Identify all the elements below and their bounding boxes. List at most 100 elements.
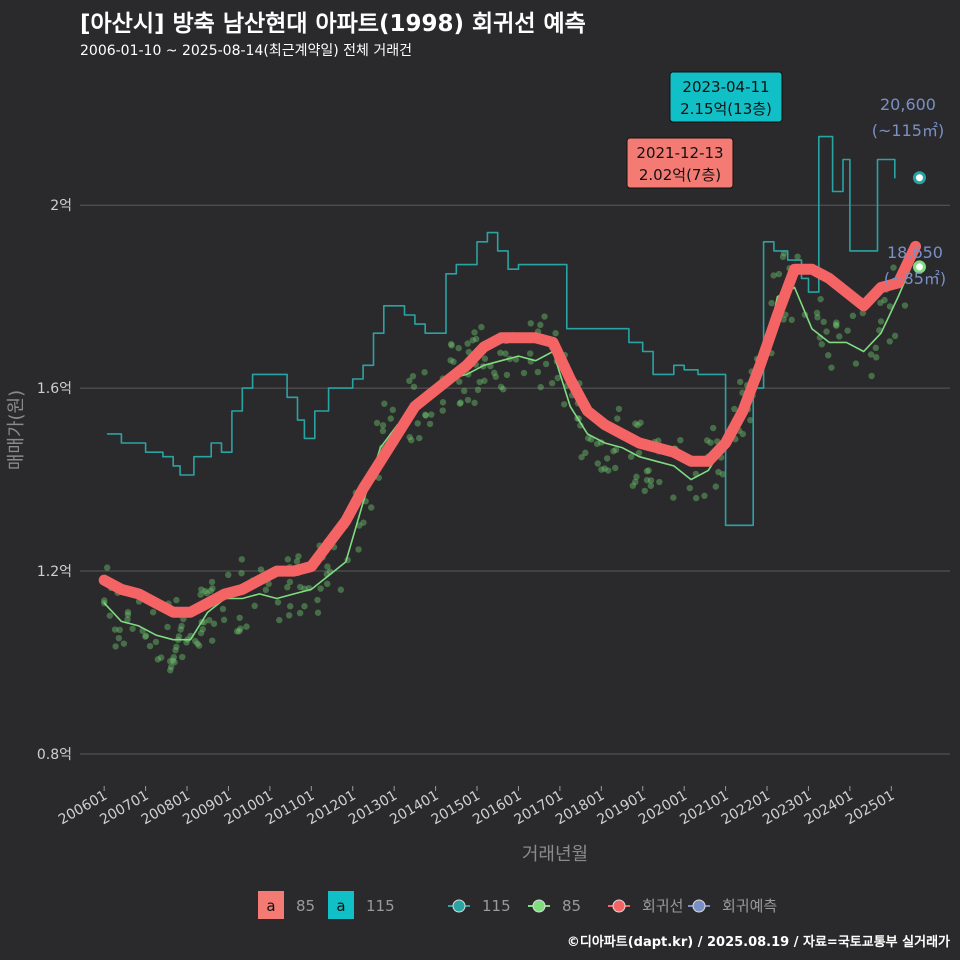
transaction-dot xyxy=(610,447,617,455)
transaction-dot xyxy=(701,492,708,499)
transaction-dot xyxy=(124,611,132,618)
callout-date: 2021-12-13 xyxy=(636,144,723,162)
transaction-dot xyxy=(739,430,747,438)
y-tick-label: 2억 xyxy=(50,198,72,214)
transaction-dot xyxy=(183,639,190,646)
transaction-dot xyxy=(873,354,880,361)
transaction-dot xyxy=(421,369,428,376)
transaction-dot xyxy=(537,383,544,391)
transaction-dot xyxy=(287,603,294,610)
transaction-dot xyxy=(832,321,840,328)
series-layer xyxy=(98,135,921,641)
transaction-dot xyxy=(373,419,381,427)
transaction-dot xyxy=(285,612,293,619)
transaction-dot xyxy=(124,608,132,616)
transaction-dot xyxy=(202,587,209,595)
transaction-dot xyxy=(612,464,619,472)
transaction-dot xyxy=(844,327,851,334)
transaction-dot xyxy=(814,314,821,321)
transaction-dot xyxy=(643,467,651,475)
transaction-dot xyxy=(548,379,556,387)
transaction-dot xyxy=(157,654,165,661)
transaction-dot xyxy=(262,586,270,594)
transaction-dot xyxy=(890,264,897,271)
transaction-dot xyxy=(747,416,754,424)
transaction-dot xyxy=(656,478,663,486)
transaction-dot xyxy=(825,352,832,359)
transaction-dot xyxy=(238,569,245,577)
chart-title: [아산시] 방축 남산현대 아파트(1998) 회귀선 예측 xyxy=(80,11,586,37)
grid-layer xyxy=(80,204,950,755)
transaction-dot xyxy=(527,320,534,327)
transaction-dot xyxy=(257,566,265,573)
y-tick-label: 0.8억 xyxy=(37,747,72,763)
callout-box xyxy=(626,137,734,189)
transaction-dot xyxy=(129,625,136,632)
forecast-area: (~85㎡) xyxy=(884,269,946,288)
transaction-dot xyxy=(295,553,302,560)
transaction-dot xyxy=(199,626,206,633)
transaction-dot xyxy=(360,519,367,526)
legend-key-box xyxy=(258,891,284,919)
transaction-dot xyxy=(324,563,331,570)
transaction-dot xyxy=(177,626,184,633)
transaction-dot xyxy=(317,585,324,592)
forecast-area: (~115㎡) xyxy=(872,121,944,140)
transaction-dot xyxy=(142,632,150,639)
transaction-dot xyxy=(813,309,821,317)
transaction-dot xyxy=(775,270,783,278)
transaction-dot xyxy=(709,424,717,432)
forecast-point xyxy=(912,171,926,185)
legend-line-label: 85 xyxy=(562,897,581,915)
transaction-dot xyxy=(286,578,294,586)
transaction-dot xyxy=(647,477,655,484)
transaction-dot xyxy=(632,420,639,427)
transaction-dot xyxy=(823,328,830,335)
transaction-dot xyxy=(106,612,114,619)
transaction-dot xyxy=(197,591,204,598)
transaction-dot xyxy=(112,643,119,650)
transaction-dot xyxy=(456,400,464,407)
transaction-dot xyxy=(703,437,711,444)
transaction-dot xyxy=(712,483,720,490)
transaction-dot xyxy=(406,377,413,385)
legend-key-letter: a xyxy=(266,897,275,915)
transaction-dot xyxy=(634,421,641,429)
legend-line-label: 115 xyxy=(482,897,511,915)
transaction-dot xyxy=(469,337,476,344)
transaction-dot xyxy=(422,411,429,419)
transaction-dot xyxy=(368,504,375,511)
transaction-dot xyxy=(820,318,827,326)
transaction-dot xyxy=(439,407,446,414)
transaction-dot xyxy=(172,647,179,654)
transaction-dot xyxy=(175,633,183,640)
transaction-dot xyxy=(197,629,205,637)
transaction-dot xyxy=(409,372,417,380)
transaction-dot xyxy=(169,657,177,664)
callout-price: 2.02억(7층) xyxy=(639,166,721,184)
transaction-dot xyxy=(643,476,651,484)
transaction-dot xyxy=(426,420,434,428)
transaction-dot xyxy=(455,344,462,352)
transaction-dot xyxy=(115,634,123,642)
transaction-dot xyxy=(101,597,108,604)
transaction-dot xyxy=(170,653,177,661)
legend-marker xyxy=(532,899,546,913)
transaction-dot xyxy=(203,589,211,597)
transaction-dot xyxy=(868,372,875,380)
legend-key-label: 85 xyxy=(296,897,315,915)
forecast-point xyxy=(912,260,926,274)
transaction-dot xyxy=(859,309,867,317)
legend-key-box xyxy=(328,891,354,919)
transaction-dot xyxy=(456,378,463,385)
callout-price: 2.15억(13층) xyxy=(680,100,772,118)
transaction-dot xyxy=(171,659,178,666)
transaction-dot xyxy=(296,609,304,617)
transaction-dot xyxy=(886,338,893,345)
transaction-dot xyxy=(238,556,246,563)
forecast-value: 20,600 xyxy=(880,95,936,114)
transaction-dot xyxy=(731,405,738,413)
transaction-dot xyxy=(167,667,174,674)
transaction-dot xyxy=(502,350,509,357)
legend-line-label: 회귀선 xyxy=(642,897,683,915)
